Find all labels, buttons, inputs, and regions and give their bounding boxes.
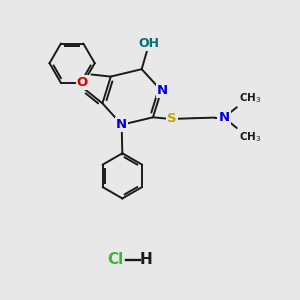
Text: OH: OH (138, 37, 159, 50)
Text: N: N (218, 111, 230, 124)
Text: CH$_3$: CH$_3$ (239, 91, 262, 104)
Text: H: H (140, 253, 153, 268)
Text: S: S (167, 112, 177, 125)
Text: Cl: Cl (108, 253, 124, 268)
Text: CH$_3$: CH$_3$ (239, 131, 262, 145)
Text: N: N (157, 84, 168, 97)
Text: N: N (116, 118, 127, 131)
Text: O: O (76, 76, 88, 89)
